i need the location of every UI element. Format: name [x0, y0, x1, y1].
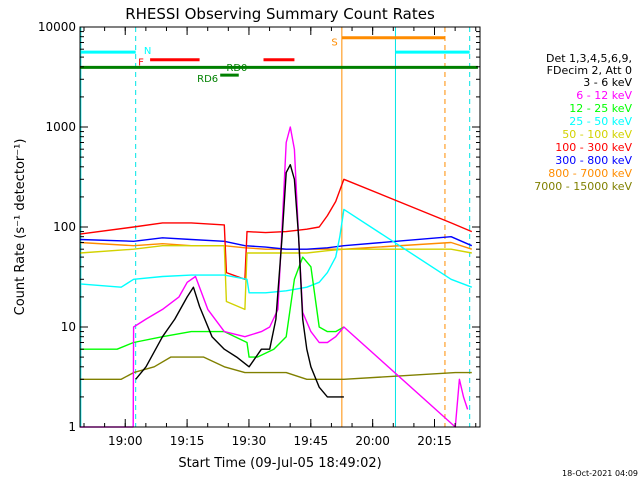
series-line-1 — [135, 163, 344, 398]
y-tick-label: 10 — [61, 320, 76, 334]
instrument-flags: NF RD0 RD6 S — [80, 27, 478, 427]
timestamp: 18-Oct-2021 04:09 — [562, 469, 638, 478]
legend-entry: 50 - 100 keV — [562, 128, 632, 141]
legend-entry: 6 - 12 keV — [576, 89, 632, 102]
x-tick-label: 20:00 — [355, 434, 390, 448]
series-line-5 — [79, 244, 472, 311]
series-line-9 — [80, 356, 472, 380]
legend-entry: 7000 - 15000 keV — [534, 180, 632, 193]
flag-label: RD0 — [226, 63, 247, 74]
legend-entry: 3 - 6 keV — [583, 76, 632, 89]
y-tick-label: 100 — [53, 220, 76, 234]
legend-entry: 25 - 50 keV — [569, 115, 632, 128]
flag-label: S — [331, 37, 337, 48]
axes: 1 10 100 1000 10000 19:00 19:15 19:30 19:45 20:00… — [38, 20, 480, 448]
legend-entry: 300 - 800 keV — [555, 154, 632, 167]
x-tick-label: 19:00 — [108, 434, 143, 448]
x-tick-label: 19:45 — [294, 434, 329, 448]
x-axis-label: Start Time (09-Jul-05 18:49:02) — [178, 456, 381, 471]
legend-header: Det 1,3,4,5,6,9, — [546, 52, 632, 65]
series-line-7 — [79, 235, 473, 250]
legend-entry: 12 - 25 keV — [569, 102, 632, 115]
y-axis-label: Count Rate (s⁻¹ detector⁻¹) — [13, 139, 28, 316]
flag-label: F — [138, 58, 144, 69]
legend-entry: 100 - 300 keV — [555, 141, 632, 154]
series-line-4 — [79, 208, 473, 294]
series-layer — [79, 126, 473, 428]
series-line-3 — [80, 256, 345, 358]
series-line-2 — [80, 126, 469, 428]
y-tick-label: 1 — [68, 420, 76, 434]
legend: Det 1,3,4,5,6,9,FDecim 2, Att 03 - 6 keV… — [534, 52, 632, 193]
x-tick-label: 19:30 — [232, 434, 267, 448]
chart-title: RHESSI Observing Summary Count Rates — [125, 5, 435, 23]
y-tick-label: 10000 — [38, 20, 76, 34]
flag-label: N — [144, 46, 151, 57]
y-tick-label: 1000 — [45, 120, 76, 134]
legend-entry: 800 - 7000 keV — [548, 167, 632, 180]
series-line-6 — [79, 178, 473, 280]
legend-header: FDecim 2, Att 0 — [547, 64, 632, 77]
x-tick-label: 20:15 — [417, 434, 452, 448]
x-tick-label: 19:15 — [170, 434, 205, 448]
plot-frame — [79, 26, 481, 428]
flag-label: RD6 — [197, 74, 218, 85]
